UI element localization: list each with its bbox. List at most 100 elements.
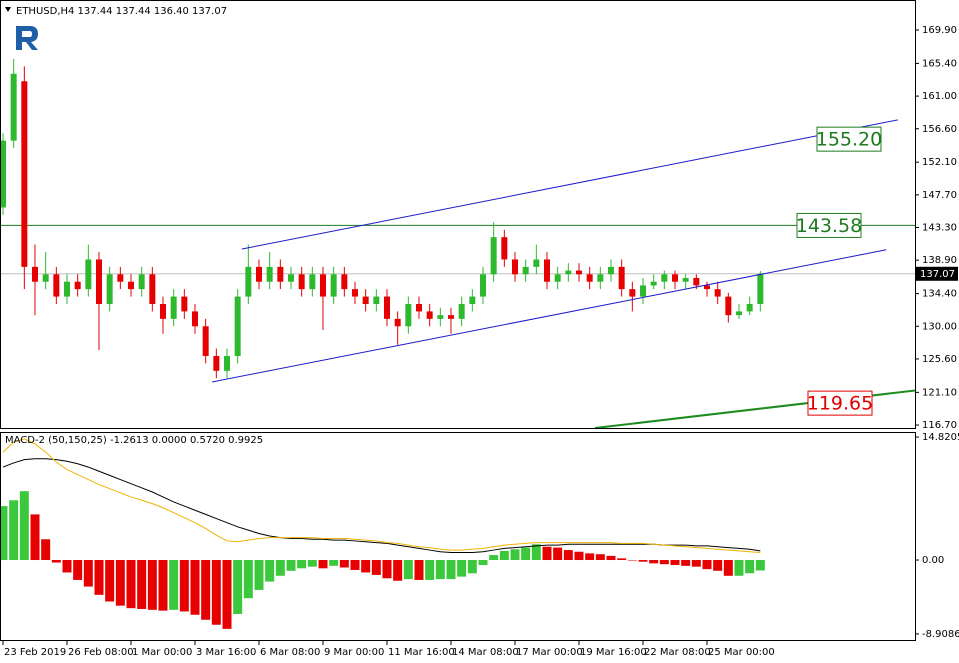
candle-body bbox=[725, 296, 732, 316]
histogram-bar bbox=[19, 491, 29, 561]
y-tick-label: 138.90 bbox=[922, 255, 957, 266]
histogram-bar bbox=[435, 560, 445, 580]
candle-body bbox=[128, 281, 134, 290]
histogram-bar bbox=[339, 560, 349, 568]
histogram-bar bbox=[499, 550, 509, 561]
candle-body bbox=[1, 140, 6, 208]
candle-body bbox=[53, 274, 60, 297]
candle-body bbox=[597, 274, 604, 282]
y-tick-label: 0.00 bbox=[922, 555, 944, 566]
candle-body bbox=[202, 326, 209, 356]
candle-body bbox=[85, 259, 92, 290]
y-tick-label: 143.30 bbox=[922, 223, 957, 234]
histogram-bar bbox=[233, 560, 243, 614]
macd-line bbox=[2, 458, 761, 554]
candle-body bbox=[448, 315, 454, 319]
menu-arrow bbox=[5, 7, 11, 12]
candle-body bbox=[693, 278, 700, 286]
histogram-bar bbox=[115, 560, 125, 606]
candle-body bbox=[138, 274, 145, 290]
candle-body bbox=[554, 274, 561, 282]
histogram-bar bbox=[755, 560, 765, 571]
candle-body bbox=[736, 311, 742, 316]
histogram-bar bbox=[73, 560, 83, 580]
candle-body bbox=[501, 237, 508, 260]
histogram-bar bbox=[403, 560, 413, 580]
histogram-bar bbox=[371, 560, 381, 575]
axes: 169.90 165.40 161.00 156.60 152.10 147.70 143.… bbox=[2, 25, 959, 658]
histogram-bar bbox=[585, 553, 595, 561]
histogram-bar bbox=[137, 560, 147, 609]
candle-body bbox=[74, 281, 81, 290]
histogram-bar bbox=[681, 560, 691, 566]
candle-body bbox=[64, 281, 70, 297]
price-header: ETHUSD,H4 137.44 137.44 136.40 137.07 bbox=[16, 6, 227, 17]
candle-body bbox=[256, 266, 262, 282]
histogram-bar bbox=[1, 506, 8, 561]
histogram-bar bbox=[457, 560, 467, 577]
candle-body bbox=[629, 289, 636, 297]
histogram-bar bbox=[30, 514, 40, 561]
candle-body bbox=[682, 278, 689, 282]
histogram-bar bbox=[318, 560, 328, 569]
histogram-bar bbox=[297, 560, 307, 569]
candle-body bbox=[298, 274, 305, 290]
histogram-bar bbox=[147, 560, 157, 610]
candle-body bbox=[309, 274, 316, 290]
histogram-bar bbox=[9, 500, 19, 561]
histogram-bar bbox=[350, 560, 360, 570]
candle-body bbox=[160, 303, 166, 319]
candle-body bbox=[213, 355, 220, 371]
candle-body bbox=[106, 274, 113, 304]
candle-body bbox=[522, 266, 529, 275]
y-tick-label: 121.10 bbox=[922, 387, 957, 398]
macd-header: MACD-2 (50,150,25) -1.2613 0.0000 0.5720… bbox=[5, 435, 263, 446]
price-label-box bbox=[807, 390, 873, 416]
y-tick-label: 116.70 bbox=[922, 420, 957, 431]
candle-body bbox=[352, 289, 358, 297]
histogram-bar bbox=[467, 560, 477, 574]
trend-line bbox=[211, 249, 887, 383]
candle-body bbox=[426, 311, 433, 319]
candle-body bbox=[480, 274, 486, 297]
histogram-bar bbox=[489, 555, 499, 561]
histogram-bar bbox=[723, 560, 733, 576]
macd-panel bbox=[0, 432, 916, 641]
x-tick-label: 22 Mar 08:00 bbox=[644, 647, 711, 658]
candle-body bbox=[362, 296, 369, 304]
x-tick-label: 23 Feb 2019 bbox=[4, 647, 66, 658]
histogram-bar bbox=[595, 554, 605, 561]
candle-body bbox=[469, 296, 476, 304]
histogram-bar bbox=[563, 550, 573, 561]
histogram-bar bbox=[414, 560, 424, 580]
macd-plot bbox=[1, 438, 765, 629]
candle-body bbox=[181, 296, 188, 312]
y-tick-label: 165.40 bbox=[922, 58, 957, 69]
histogram-bar bbox=[62, 560, 72, 573]
candle-body bbox=[288, 274, 294, 282]
price-label-box bbox=[816, 126, 882, 152]
x-tick-label: 17 Mar 00:00 bbox=[516, 647, 583, 658]
histogram-bar bbox=[478, 560, 488, 565]
candle-body bbox=[42, 274, 49, 282]
y-tick-label: 161.00 bbox=[922, 91, 957, 102]
candle-body bbox=[266, 266, 273, 282]
price-label-box bbox=[796, 212, 862, 238]
y-tick-label: 130.00 bbox=[922, 321, 957, 332]
histogram-bar bbox=[94, 560, 104, 595]
histogram-bar bbox=[521, 547, 531, 561]
candle-body bbox=[341, 274, 348, 290]
candle-body bbox=[32, 266, 38, 282]
histogram-bar bbox=[307, 560, 317, 567]
histogram-bar bbox=[574, 551, 584, 561]
candle-body bbox=[757, 273, 764, 304]
histogram-bar bbox=[275, 560, 285, 576]
x-tick-label: 6 Mar 08:00 bbox=[260, 647, 320, 658]
candle-body bbox=[224, 355, 230, 371]
histogram-bar bbox=[105, 560, 115, 602]
y-tick-label: -8.9086 bbox=[922, 629, 959, 640]
histogram-bar bbox=[734, 560, 744, 576]
candle-body bbox=[330, 274, 337, 297]
candle-body bbox=[437, 315, 444, 319]
histogram-bar bbox=[211, 560, 221, 625]
